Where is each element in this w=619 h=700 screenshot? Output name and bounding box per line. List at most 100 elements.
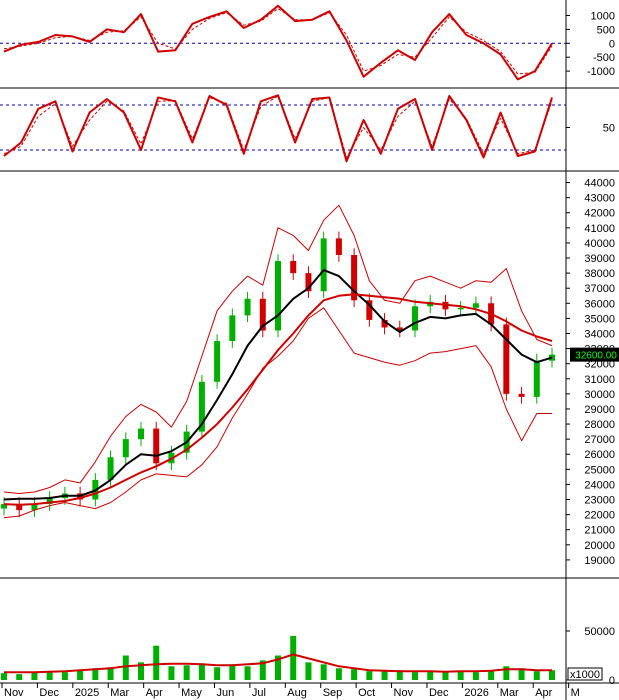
- volume-bar: [138, 662, 144, 680]
- volume-unit-label: x1000: [570, 669, 600, 681]
- price-tick-label: 27000: [584, 434, 615, 446]
- long-moving-average-line: [3, 293, 553, 506]
- candle-body: [259, 298, 266, 331]
- candle-body: [472, 303, 479, 308]
- volume-bar: [107, 667, 114, 680]
- x-tick-label: Mar: [500, 687, 519, 699]
- x-tick-label: Aug: [287, 687, 307, 699]
- x-tick-label: Dec: [39, 687, 59, 699]
- macd-tick-label: 500: [597, 24, 615, 36]
- volume-bar: [533, 671, 540, 680]
- candle-body: [351, 255, 358, 301]
- short-moving-average-line: [3, 269, 553, 501]
- volume-bar: [214, 667, 221, 680]
- x-tick-label: Dec: [429, 687, 449, 699]
- last-price-label: 32600.00: [575, 351, 617, 362]
- price-tick-label: 20000: [584, 540, 615, 552]
- x-tick-label: Nov: [4, 687, 24, 699]
- macd-tick-label: -500: [593, 52, 615, 64]
- volume-bar: [122, 655, 129, 680]
- bollinger-band-line: [3, 307, 552, 519]
- candle-body: [412, 306, 418, 331]
- macd-line: [3, 4, 553, 81]
- candle-body: [366, 300, 373, 320]
- candle-body: [1, 504, 7, 509]
- volume-bar: [335, 668, 342, 680]
- x-tick-label: 2026: [464, 687, 488, 699]
- x-tick-label: Oct: [358, 687, 375, 699]
- volume-bar: [244, 666, 251, 680]
- candle-body: [335, 238, 342, 255]
- volume-tick-label: 50000: [584, 626, 615, 638]
- candle-body: [107, 457, 114, 480]
- volume-bar: [381, 671, 388, 680]
- volume-bar: [290, 635, 297, 680]
- candle-body: [46, 498, 53, 505]
- volume-bar: [92, 668, 99, 680]
- volume-bar: [472, 672, 479, 680]
- price-tick-label: 32000: [584, 359, 615, 371]
- candle-body: [214, 341, 221, 382]
- price-tick-label: 34000: [584, 328, 615, 340]
- volume-bar: [31, 672, 38, 680]
- volume-tick-label: 0: [609, 675, 615, 687]
- volume-bar: [305, 662, 312, 680]
- volume-bar: [259, 660, 266, 680]
- candle-body: [320, 238, 327, 292]
- volume-bar: [396, 670, 403, 680]
- volume-bar: [503, 666, 510, 680]
- volume-bar: [549, 670, 555, 680]
- price-tick-label: 43000: [584, 193, 615, 205]
- candle-body: [518, 393, 525, 397]
- volume-bar: [168, 666, 175, 680]
- volume-bar: [183, 665, 190, 680]
- volume-bar: [153, 645, 160, 680]
- volume-bar: [412, 672, 418, 680]
- price-tick-label: 37000: [584, 283, 615, 295]
- volume-bar: [198, 663, 205, 680]
- volume-bar: [77, 670, 84, 680]
- x-tick-label: Nov: [394, 687, 414, 699]
- candle-body: [31, 504, 38, 511]
- x-tick-label: Jun: [216, 687, 234, 699]
- x-tick-label: Jul: [252, 687, 266, 699]
- candle-body: [198, 381, 205, 432]
- volume-bar: [427, 671, 434, 680]
- price-tick-label: 25000: [584, 464, 615, 476]
- macd-tick-label: -1000: [587, 66, 615, 78]
- x-tick-label: Sep: [323, 687, 343, 699]
- volume-bar: [488, 670, 495, 680]
- stochastic-tick-label: 50: [603, 123, 615, 135]
- price-tick-label: 38000: [584, 268, 615, 280]
- volume-bar: [61, 672, 68, 680]
- stochastic-panel: 50: [0, 94, 615, 163]
- candle-body: [275, 261, 281, 331]
- volume-bar: [46, 671, 53, 680]
- x-tick-label: May: [181, 687, 202, 699]
- price-tick-label: 22000: [584, 510, 615, 522]
- price-tick-label: 40000: [584, 238, 615, 250]
- candle-body: [229, 315, 236, 342]
- volume-panel: 50000 0 x1000: [1, 626, 615, 687]
- price-tick-label: 26000: [584, 449, 615, 461]
- volume-bar: [366, 671, 373, 680]
- candle-body: [396, 327, 403, 331]
- price-tick-label: 31000: [584, 374, 615, 386]
- candle-body: [138, 428, 144, 440]
- candle-body: [153, 428, 160, 464]
- price-tick-label: 42000: [584, 208, 615, 220]
- volume-bar: [275, 655, 281, 680]
- bollinger-band-line: [3, 204, 553, 494]
- candle-body: [122, 439, 129, 458]
- price-tick-label: 28000: [584, 419, 615, 431]
- volume-bar: [351, 669, 358, 680]
- candle-body: [457, 307, 464, 310]
- volume-bar: [320, 664, 327, 680]
- volume-bar: [518, 668, 525, 680]
- price-tick-label: 39000: [584, 253, 615, 265]
- volume-bar: [229, 664, 236, 680]
- price-tick-label: 21000: [584, 525, 615, 537]
